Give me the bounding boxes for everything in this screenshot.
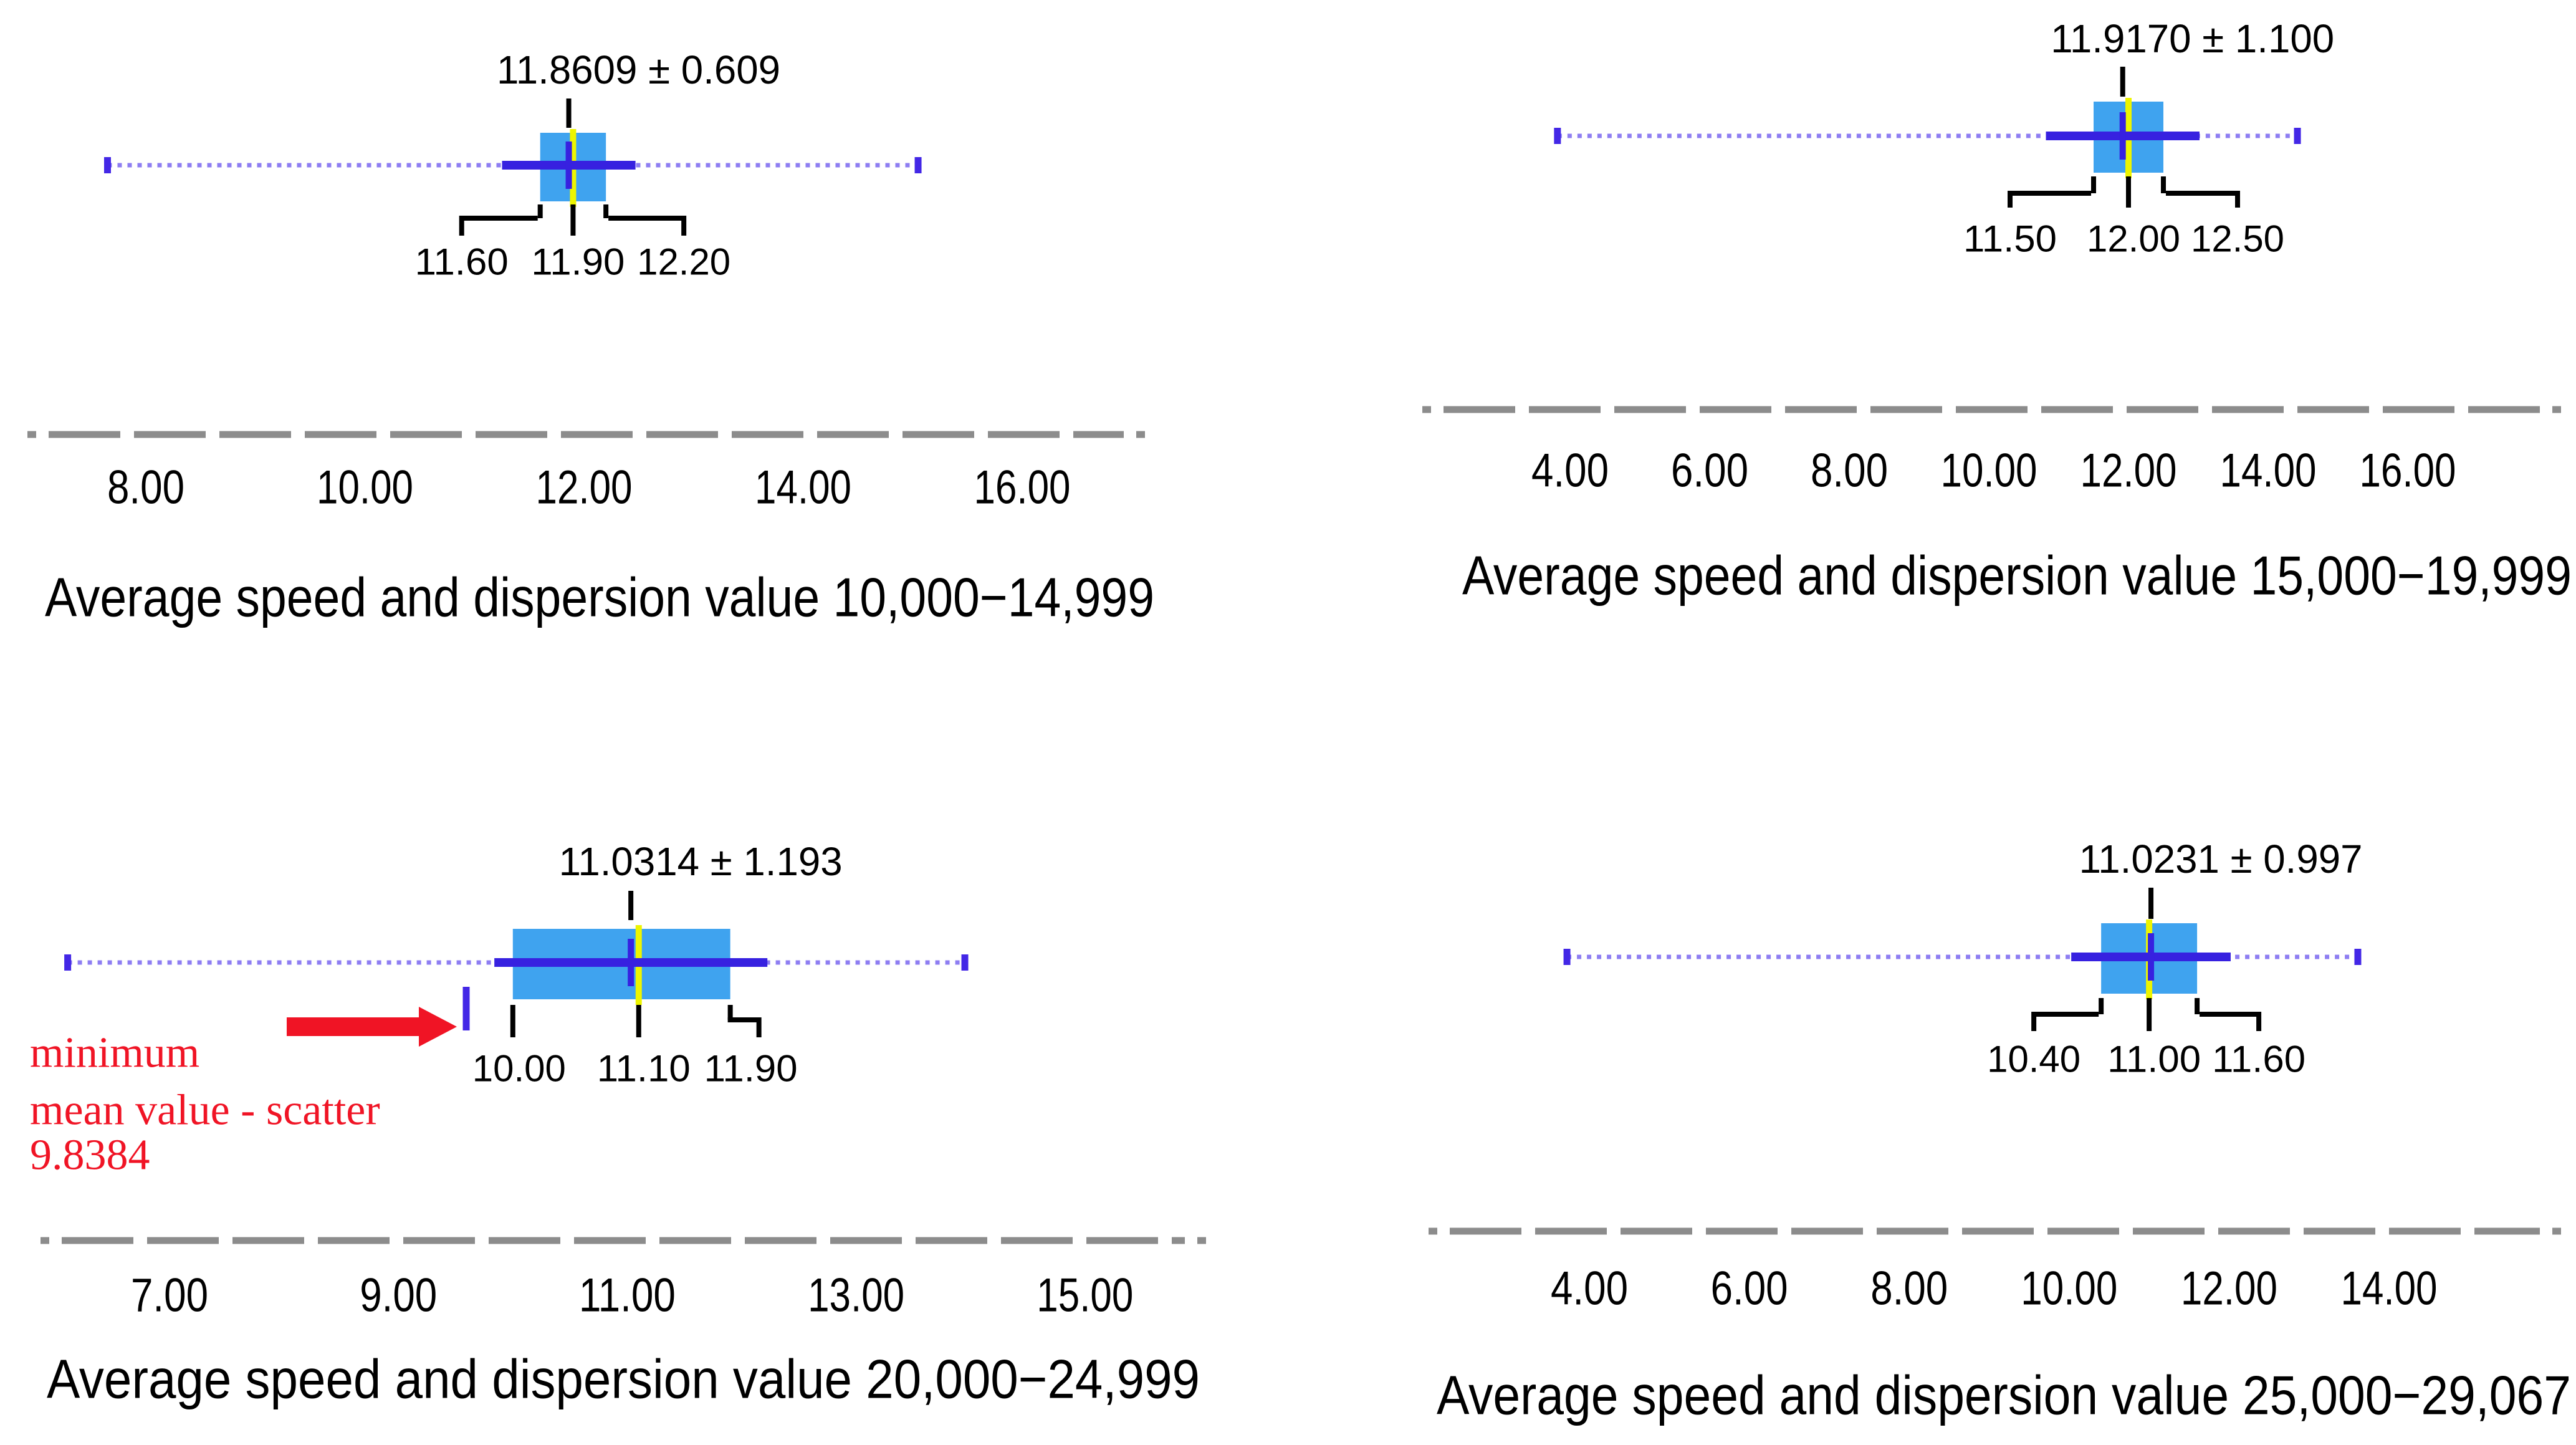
x-tick-label: 8.00 <box>1870 1262 1948 1315</box>
q1-label: 10.40 <box>1987 1039 2080 1080</box>
panel-caption: Average speed and dispersion value 25,00… <box>1437 1365 2571 1426</box>
median-label: 11.90 <box>531 241 625 283</box>
x-tick-label: 12.00 <box>536 461 633 514</box>
mean-sd-label: 11.0231 ± 0.997 <box>2079 837 2363 881</box>
annotation-arrow-head <box>419 1007 457 1047</box>
mean-sd-label: 11.0314 ± 1.193 <box>559 839 843 884</box>
annotation-text-line: mean value - scatter <box>30 1087 380 1135</box>
x-tick-label: 6.00 <box>1711 1262 1788 1315</box>
q3-label: 12.20 <box>637 241 730 283</box>
boxplot-panel-20000-24999: 11.0314 ± 1.193 10.00 11.10 11.90 7.00 9.00 11… <box>30 839 1206 1410</box>
x-tick-label: 9.00 <box>360 1269 437 1322</box>
median-label: 11.00 <box>2107 1039 2201 1080</box>
x-tick-label: 15.00 <box>1037 1269 1133 1322</box>
mean-sd-label: 11.8609 ± 0.609 <box>497 47 780 92</box>
panel-caption: Average speed and dispersion value 20,00… <box>47 1348 1200 1410</box>
annotation-text-line: 9.8384 <box>30 1131 150 1179</box>
median-label: 12.00 <box>2087 218 2180 260</box>
x-tick-label: 16.00 <box>2360 444 2456 497</box>
x-tick-label: 13.00 <box>808 1269 904 1322</box>
x-tick-label: 12.00 <box>2080 444 2177 497</box>
annotation-text-line: minimum <box>30 1029 199 1077</box>
x-tick-label: 6.00 <box>1671 444 1748 497</box>
x-tick-label: 8.00 <box>107 461 184 514</box>
x-tick-label: 7.00 <box>131 1269 208 1322</box>
x-tick-label: 10.00 <box>317 461 413 514</box>
q3-label: 12.50 <box>2191 218 2284 260</box>
x-tick-label: 11.00 <box>579 1269 676 1322</box>
x-tick-label: 4.00 <box>1531 444 1609 497</box>
boxplot-panel-15000-19999: 11.9170 ± 1.100 11.50 12.00 12.50 4.00 6.00 8.… <box>1422 16 2572 607</box>
x-tick-label: 10.00 <box>2021 1262 2117 1315</box>
x-tick-label: 14.00 <box>2220 444 2317 497</box>
panel-caption: Average speed and dispersion value 15,00… <box>1462 545 2572 607</box>
boxplot-panel-10000-14999: 11.8609 ± 0.609 11.60 11.90 12.20 8.00 10.00 1… <box>27 47 1154 628</box>
q3-label: 11.60 <box>2212 1039 2305 1080</box>
q1-label: 11.60 <box>415 241 509 283</box>
x-tick-label: 12.00 <box>2181 1262 2277 1315</box>
annotation-arrow-shaft <box>287 1017 419 1036</box>
q1-label: 11.50 <box>1963 218 2057 260</box>
q3-label: 11.90 <box>704 1048 798 1090</box>
x-tick-label: 4.00 <box>1551 1262 1628 1315</box>
x-tick-label: 14.00 <box>755 461 851 514</box>
x-tick-label: 16.00 <box>974 461 1071 514</box>
q1-label: 10.00 <box>472 1048 566 1090</box>
mean-sd-label: 11.9170 ± 1.100 <box>2051 16 2334 61</box>
panel-caption: Average speed and dispersion value 10,00… <box>45 567 1154 628</box>
boxplot-panel-25000-29067: 11.0231 ± 0.997 10.40 11.00 11.60 4.00 6.00 8.… <box>1429 837 2571 1426</box>
x-tick-label: 8.00 <box>1811 444 1888 497</box>
median-label: 11.10 <box>597 1048 691 1090</box>
x-tick-label: 14.00 <box>2341 1262 2438 1315</box>
x-tick-label: 10.00 <box>1941 444 2037 497</box>
